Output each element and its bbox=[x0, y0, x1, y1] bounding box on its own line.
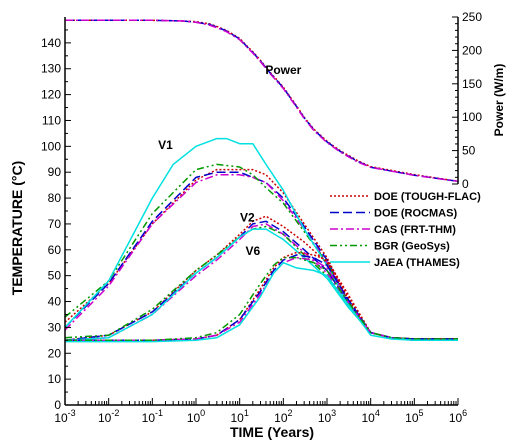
annotation-v1: V1 bbox=[158, 138, 173, 152]
series-line-v6-bgr-geosys bbox=[65, 256, 458, 342]
y2-tick-label: 50 bbox=[462, 144, 476, 158]
y-axis-title: TEMPERATURE (°C) bbox=[9, 161, 25, 295]
ticks: 0 10 20 30 40 50 60 70 80 90 100 110 120 130 140 0 50 100… bbox=[41, 10, 482, 425]
y-tick-label: 50 bbox=[48, 269, 62, 283]
y2-tick-label: 200 bbox=[462, 43, 482, 57]
y-tick-label: 100 bbox=[41, 139, 61, 153]
annotation-v2: V2 bbox=[240, 210, 255, 224]
series-line-v1-jaea-thames bbox=[64, 137, 458, 342]
legend-label: JAEA (THAMES) bbox=[374, 257, 460, 269]
x-tick-label: 10-2 bbox=[98, 408, 119, 425]
x-tick-label: 104 bbox=[361, 408, 379, 425]
y-tick-label: 30 bbox=[48, 320, 62, 334]
annotation-v6: V6 bbox=[245, 244, 260, 258]
y-tick-label: 70 bbox=[48, 217, 62, 231]
x-tick-label: 10-3 bbox=[54, 408, 75, 425]
legend-label: DOE (ROCMAS) bbox=[374, 208, 457, 220]
x-tick-label: 102 bbox=[274, 408, 292, 425]
y-tick-label: 90 bbox=[48, 165, 62, 179]
series-line-v2-bgr-geosys bbox=[64, 225, 458, 340]
y2-tick-label: 100 bbox=[462, 110, 482, 124]
y-tick-label: 10 bbox=[48, 372, 62, 386]
y-tick-label: 130 bbox=[41, 62, 61, 76]
series-line-v6-jaea-thames bbox=[65, 261, 458, 343]
legend-label: CAS (FRT-THM) bbox=[374, 224, 456, 236]
series-line-power-cas-frt-thm bbox=[65, 19, 459, 183]
y-tick-label: 110 bbox=[42, 113, 61, 127]
y2-tick-label: 150 bbox=[462, 77, 482, 91]
y-tick-label: 0 bbox=[54, 398, 61, 412]
legend: DOE (TOUGH-FLAC) DOE (ROCMAS) CAS (FRT-THM… bbox=[330, 191, 481, 269]
y-tick-label: 60 bbox=[48, 243, 62, 257]
x-tick-label: 101 bbox=[230, 408, 248, 425]
x-tick-label: 106 bbox=[449, 408, 467, 425]
legend-label: BGR (GeoSys) bbox=[374, 241, 450, 253]
y-tick-label: 140 bbox=[41, 36, 61, 50]
y2-tick-label: 0 bbox=[462, 177, 469, 191]
annotation-power: Power bbox=[265, 63, 301, 77]
y-tick-label: 120 bbox=[41, 88, 61, 102]
y-tick-label: 40 bbox=[48, 295, 62, 309]
y2-axis-title: Power (W/m) bbox=[492, 64, 506, 137]
y-tick-label: 20 bbox=[48, 346, 62, 360]
x-tick-label: 10-1 bbox=[142, 408, 163, 425]
legend-label: DOE (TOUGH-FLAC) bbox=[374, 191, 481, 203]
y2-tick-label: 250 bbox=[462, 10, 482, 24]
x-tick-label: 100 bbox=[187, 408, 205, 425]
annotations: Power V1 V2 V6 bbox=[158, 63, 302, 258]
x-tick-label: 103 bbox=[318, 408, 336, 425]
plot-lines bbox=[64, 19, 459, 343]
y-tick-label: 80 bbox=[48, 191, 62, 205]
x-axis-title: TIME (Years) bbox=[230, 424, 314, 440]
series-line-v6-cas-frt-thm bbox=[65, 256, 458, 342]
x-tick-label: 105 bbox=[405, 408, 423, 425]
